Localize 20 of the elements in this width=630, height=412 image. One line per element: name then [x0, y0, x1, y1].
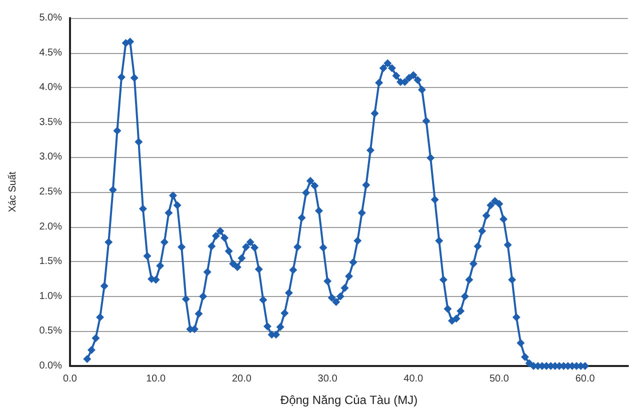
x-tick-label: 40.0 [404, 374, 424, 384]
x-tick-label: 60.0 [575, 374, 596, 384]
x-tick-label: 0.0 [63, 374, 78, 384]
y-tick-label: 5.0% [39, 12, 62, 24]
y-tick-label: 2.0% [39, 221, 62, 232]
y-axis-title: Xác Suất [8, 171, 18, 212]
y-tick-label: 3.0% [39, 152, 62, 163]
y-tick-label: 4.5% [39, 47, 62, 58]
x-tick-label: 10.0 [146, 374, 166, 384]
x-tick-label: 30.0 [318, 374, 338, 384]
y-tick-label: 0.0% [39, 360, 62, 372]
y-tick-label: 2.5% [39, 186, 62, 198]
x-tick-label: 50.0 [489, 374, 510, 384]
x-axis-title: Động Năng Của Tàu (MJ) [280, 393, 418, 407]
x-tick-label: 20.0 [232, 374, 252, 384]
y-tick-label: 3.5% [39, 116, 62, 128]
y-tick-label: 0.5% [39, 326, 62, 337]
y-tick-label: 1.0% [39, 290, 62, 302]
y-tick-label: 4.0% [39, 82, 62, 94]
y-tick-label: 1.5% [39, 256, 62, 268]
